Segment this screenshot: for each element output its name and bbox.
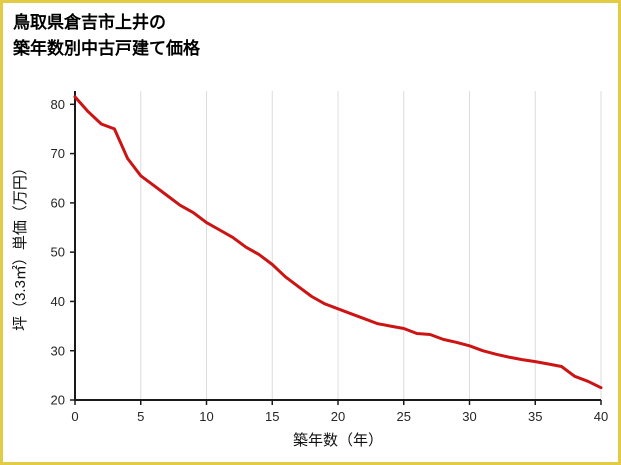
chart-title-line1: 鳥取県倉吉市上井の <box>13 13 166 32</box>
x-tick-label: 40 <box>594 409 608 424</box>
x-tick-label: 35 <box>528 409 542 424</box>
y-tick-label: 40 <box>51 294 65 309</box>
price-line <box>73 95 603 390</box>
x-tick-label: 5 <box>137 409 144 424</box>
y-tick-label: 20 <box>51 393 65 408</box>
x-tick-label: 0 <box>71 409 78 424</box>
line-chart: 0 5 10 15 20 25 30 35 40 20 30 40 50 60 70 80 築年数（年） 坪（3.… <box>12 91 608 449</box>
x-tick-label: 20 <box>331 409 345 424</box>
x-tick-label: 30 <box>462 409 476 424</box>
x-axis-label: 築年数（年） <box>293 431 383 449</box>
x-tick-label: 15 <box>265 409 279 424</box>
y-axis-label: 坪（3.3㎡）単価（万円） <box>12 160 29 331</box>
y-tick-label: 80 <box>51 97 65 112</box>
y-tick-label: 70 <box>51 146 65 161</box>
y-tick-label: 30 <box>51 343 65 358</box>
x-tick-label: 10 <box>199 409 213 424</box>
chart-title: 鳥取県倉吉市上井の 築年数別中古戸建て価格 <box>13 10 200 61</box>
y-tick-label: 60 <box>51 195 65 210</box>
x-tick-label: 25 <box>397 409 411 424</box>
chart-title-line2: 築年数別中古戸建て価格 <box>13 38 200 58</box>
y-tick-label: 50 <box>51 245 65 260</box>
